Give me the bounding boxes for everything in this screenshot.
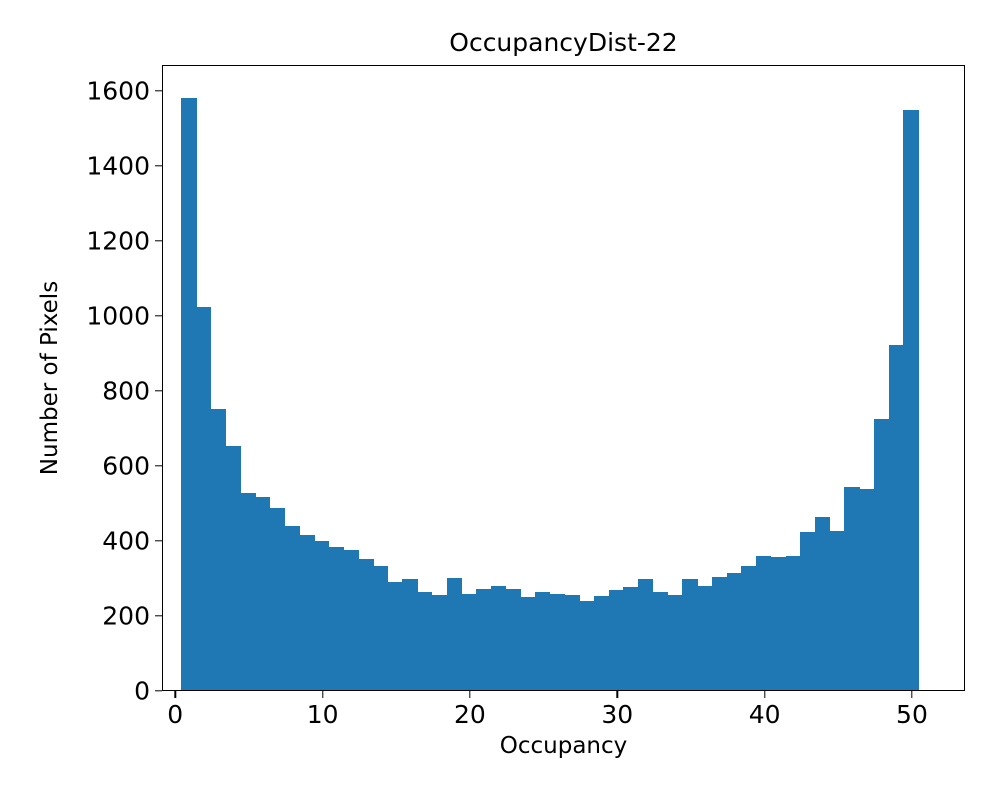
histogram-bar (314, 541, 330, 690)
histogram-bar (667, 595, 683, 690)
y-tick-mark (155, 314, 162, 317)
x-axis-label: Occupancy (499, 733, 628, 759)
y-tick-label: 800 (102, 376, 150, 406)
histogram-bar (255, 497, 271, 690)
y-tick-mark (155, 89, 162, 92)
histogram-bar (726, 572, 742, 690)
histogram-bar (328, 546, 345, 690)
y-tick-label: 1400 (86, 151, 150, 181)
histogram-bar (476, 589, 492, 690)
histogram-bar (873, 419, 890, 690)
histogram-bar (623, 587, 639, 690)
histogram-bar (196, 306, 212, 690)
x-tick-label: 30 (601, 700, 634, 729)
histogram-bar (520, 597, 536, 690)
x-tick-mark (616, 691, 618, 698)
histogram-bar (697, 586, 713, 690)
histogram-bar (859, 489, 875, 690)
histogram-bar (756, 555, 772, 690)
histogram-bar (240, 492, 256, 690)
histogram-bar (829, 530, 846, 690)
plot-area (162, 65, 965, 691)
y-tick-label: 1000 (86, 301, 150, 331)
y-tick-label: 1200 (86, 226, 150, 256)
histogram-bar (652, 591, 669, 690)
histogram-bar (741, 566, 757, 690)
histogram-bar (269, 508, 286, 690)
histogram-bar (564, 595, 580, 690)
histogram-bar (446, 577, 462, 690)
y-axis-label: Number of Pixels (37, 280, 63, 476)
histogram-bar (210, 409, 227, 690)
histogram-bar (888, 344, 904, 690)
histogram-bar (387, 581, 404, 690)
y-tick-label: 1600 (86, 76, 150, 106)
histogram-bar (638, 578, 654, 690)
histogram-bar (549, 594, 566, 690)
histogram-bar (284, 526, 300, 690)
y-tick-label: 400 (102, 526, 150, 556)
histogram-bar (417, 591, 433, 690)
histogram-bar (358, 559, 374, 690)
y-tick-mark (155, 465, 162, 467)
histogram-bar (800, 532, 816, 690)
x-tick-label: 0 (167, 700, 184, 729)
x-tick-label: 10 (306, 700, 339, 729)
y-tick-mark (155, 239, 162, 242)
histogram-bar (490, 586, 507, 690)
chart-title: OccupancyDist-22 (449, 28, 678, 57)
x-tick-mark (911, 691, 913, 698)
histogram-bar (903, 110, 919, 690)
histogram-bars (163, 66, 964, 690)
y-tick-label: 0 (134, 676, 150, 706)
histogram-bar (785, 555, 801, 690)
x-tick-label: 50 (896, 700, 928, 729)
histogram-bar (579, 601, 595, 690)
y-tick-mark (155, 540, 162, 542)
histogram-bar (225, 445, 241, 690)
y-tick-mark (155, 615, 162, 617)
histogram-bar (299, 535, 315, 690)
histogram-bar (682, 578, 698, 690)
histogram-bar (608, 590, 625, 690)
histogram-bar (343, 549, 359, 690)
x-tick-mark (469, 691, 471, 698)
x-tick-label: 40 (748, 700, 781, 729)
histogram-bar (505, 589, 521, 690)
histogram-bar (181, 97, 197, 690)
histogram-bar (431, 594, 448, 690)
histogram-bar (372, 566, 389, 690)
y-tick-mark (155, 164, 162, 167)
x-tick-mark (763, 691, 766, 698)
x-tick-mark (321, 691, 324, 698)
histogram-bar (593, 596, 610, 690)
histogram-bar (711, 576, 728, 690)
histogram-bar (814, 516, 831, 690)
y-tick-mark (155, 690, 162, 692)
histogram-bar (402, 578, 418, 690)
x-tick-label: 20 (454, 700, 486, 729)
histogram-bar (461, 593, 477, 690)
y-tick-mark (155, 390, 162, 392)
histogram-bar (770, 557, 787, 690)
y-tick-label: 600 (102, 451, 150, 481)
x-tick-mark (174, 691, 176, 698)
y-tick-label: 200 (102, 601, 150, 631)
histogram-bar (535, 592, 551, 690)
histogram-bar (844, 486, 860, 690)
